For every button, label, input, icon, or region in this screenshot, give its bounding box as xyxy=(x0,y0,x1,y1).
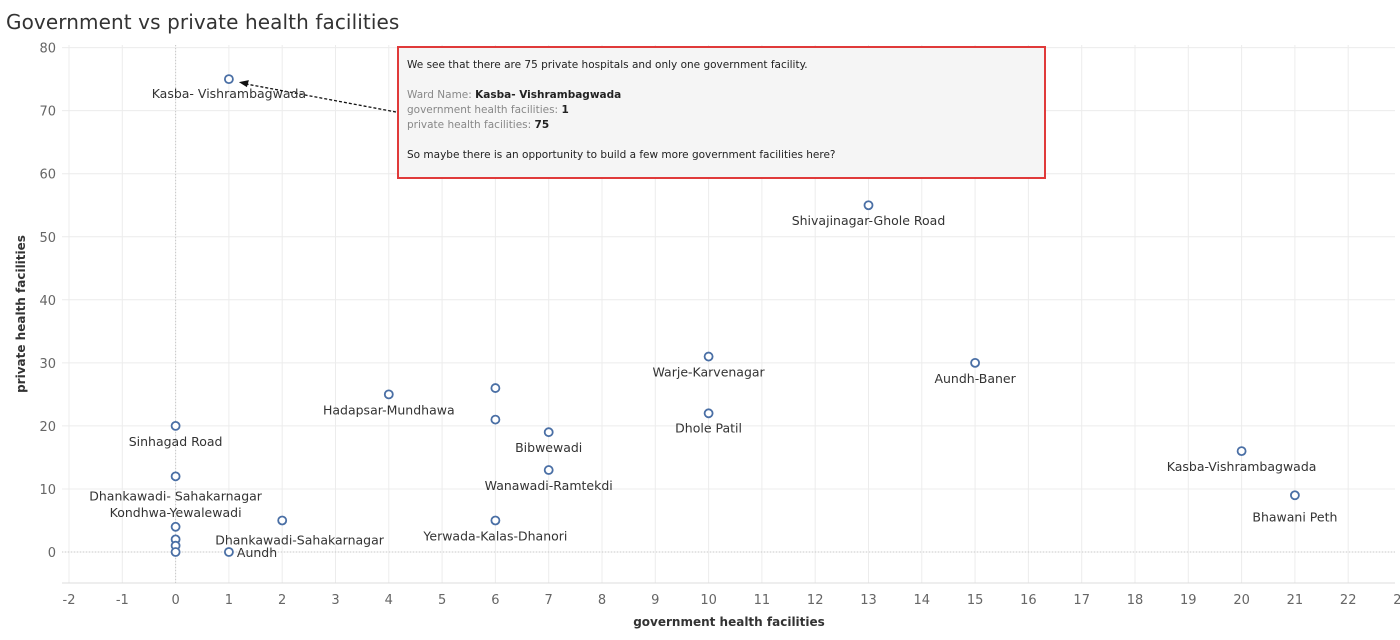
data-point xyxy=(543,427,554,438)
point-label: Aundh xyxy=(237,545,277,560)
x-tick-label: 14 xyxy=(914,593,931,608)
y-axis-title: private health facilities xyxy=(14,235,28,393)
x-tick-label: 9 xyxy=(651,593,659,608)
ward-name-value: Kasba- Vishrambagwada xyxy=(475,89,622,101)
annotation-conclusion: So maybe there is an opportunity to buil… xyxy=(407,149,836,161)
x-tick-label: 12 xyxy=(807,593,824,608)
data-point xyxy=(170,521,181,532)
point-label: Warje-Karvenagar xyxy=(652,365,765,380)
x-tick-label: 20 xyxy=(1233,593,1250,608)
x-tick-label: 3 xyxy=(331,593,339,608)
y-tick-label: 70 xyxy=(39,105,56,120)
x-tick-label: 6 xyxy=(491,593,499,608)
x-tick-label: 2 xyxy=(278,593,286,608)
zero-reference-lines xyxy=(62,45,1395,583)
data-point xyxy=(223,74,234,85)
point-label: Sinhagad Road xyxy=(129,434,223,449)
data-point xyxy=(1290,490,1300,501)
x-tick-label: 7 xyxy=(545,593,553,608)
data-point xyxy=(703,408,714,419)
point-label: Dhankawadi- Sahakarnagar xyxy=(89,488,263,503)
x-tick-label: 21 xyxy=(1287,593,1304,608)
data-point xyxy=(703,351,714,362)
x-tick-label: 15 xyxy=(967,593,984,608)
x-tick-label: -2 xyxy=(63,593,76,608)
data-point xyxy=(970,357,980,368)
y-tick-label: 20 xyxy=(39,420,56,435)
x-tick-label: 0 xyxy=(171,593,179,608)
data-points: Kasba- Vishrambagwada Shivajinagar-Ghole … xyxy=(89,74,1337,560)
priv-facilities-value: 75 xyxy=(534,119,550,131)
x-tick-label: 1 xyxy=(225,593,233,608)
data-point xyxy=(170,471,181,482)
x-tick-label: 16 xyxy=(1020,593,1037,608)
data-point xyxy=(223,547,234,557)
point-label: Kondhwa-Yewalewadi xyxy=(110,505,242,520)
data-point xyxy=(383,389,394,400)
data-point xyxy=(543,465,554,475)
x-tick-label: 8 xyxy=(598,593,606,608)
data-point xyxy=(490,383,501,393)
y-tick-label: 0 xyxy=(48,546,56,561)
x-tick-label: -1 xyxy=(116,593,129,608)
x-tick-label: 18 xyxy=(1127,593,1144,608)
point-label: Bibwewadi xyxy=(515,440,582,455)
point-label: Dhankawadi-Sahakarnagar xyxy=(215,532,385,547)
arrow-head xyxy=(238,80,249,88)
annotation-intro: We see that there are 75 private hospita… xyxy=(407,59,808,71)
x-tick-label: 17 xyxy=(1073,593,1090,608)
x-tick-label: 10 xyxy=(700,593,717,608)
point-label: Yerwada-Kalas-Dhanori xyxy=(422,528,567,543)
x-tick-label: 11 xyxy=(754,593,771,608)
x-tick-label: 22 xyxy=(1340,593,1357,608)
data-point xyxy=(277,515,288,526)
x-tick-label: 4 xyxy=(385,593,393,608)
y-tick-label: 30 xyxy=(39,357,56,372)
annotation-ward-row: Ward Name: Kasba- Vishrambagwada xyxy=(407,88,1036,103)
x-tick-label: 13 xyxy=(860,593,877,608)
data-point xyxy=(490,515,501,526)
y-tick-label: 40 xyxy=(39,294,56,309)
y-tick-label: 10 xyxy=(39,483,56,498)
point-label: Bhawani Peth xyxy=(1252,509,1337,524)
y-tick-label: 60 xyxy=(39,168,56,183)
y-tick-label: 80 xyxy=(39,42,56,57)
x-tick-label: 23 xyxy=(1393,593,1400,608)
chart-title: Government vs private health facilities xyxy=(6,10,400,34)
point-label: Wanawadi-Ramtekdi xyxy=(485,478,613,493)
x-axis-title: government health facilities xyxy=(633,615,825,629)
annotation-priv-row: private health facilities: 75 xyxy=(407,118,1036,133)
gov-facilities-label: government health facilities: xyxy=(407,104,559,116)
x-tick-label: 19 xyxy=(1180,593,1197,608)
x-tick-label: 5 xyxy=(438,593,446,608)
priv-facilities-label: private health facilities: xyxy=(407,119,532,131)
annotation-box: We see that there are 75 private hospita… xyxy=(397,46,1046,179)
y-tick-label: 50 xyxy=(39,231,56,246)
data-point xyxy=(170,547,181,557)
ward-name-label: Ward Name: xyxy=(407,89,472,101)
arrow-line xyxy=(246,83,397,113)
point-label: Aundh-Baner xyxy=(934,371,1016,386)
data-point xyxy=(170,420,181,431)
annotation-arrow xyxy=(238,80,397,113)
point-label: Kasba- Vishrambagwada xyxy=(152,86,306,101)
point-label: Kasba-Vishrambagwada xyxy=(1167,459,1317,474)
axis-ticks: -2 -1 0 1 2 3 4 5 6 7 8 9 10 11 12 13 14 15 16 17 18 19 20 21 22… xyxy=(39,42,1400,608)
point-label: Hadapsar-Mundhawa xyxy=(323,402,455,417)
data-point xyxy=(863,200,874,211)
data-point xyxy=(490,414,501,425)
point-label: Shivajinagar-Ghole Road xyxy=(792,213,946,228)
gov-facilities-value: 1 xyxy=(561,104,569,116)
annotation-gov-row: government health facilities: 1 xyxy=(407,103,1036,118)
point-label: Dhole Patil xyxy=(675,420,742,435)
data-point xyxy=(1236,446,1247,457)
